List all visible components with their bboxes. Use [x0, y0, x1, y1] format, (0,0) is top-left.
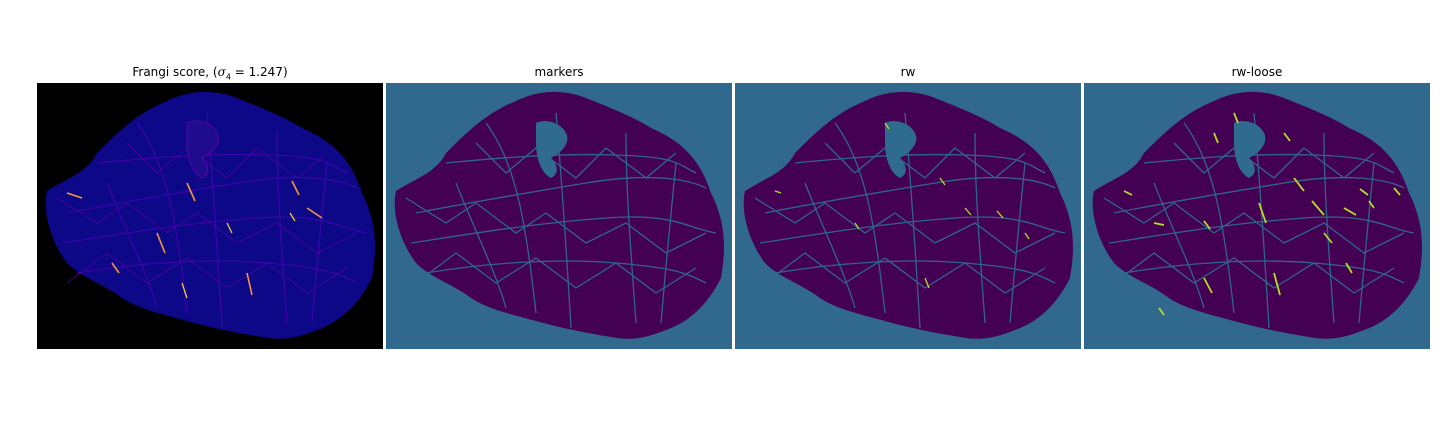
frangi-image — [37, 83, 383, 349]
frangi-image-canvas — [37, 83, 383, 349]
rw-image — [735, 83, 1081, 349]
rw-loose-image — [1084, 83, 1430, 349]
markers-image — [386, 83, 732, 349]
panel-title-markers: markers — [534, 65, 584, 79]
panel-title-rw-loose: rw-loose — [1231, 65, 1283, 79]
rw-loose-image-canvas — [1084, 83, 1430, 349]
panel-title-frangi: Frangi score, (σ4 = 1.247) — [132, 65, 288, 82]
rw-image-canvas — [735, 83, 1081, 349]
markers-image-canvas — [386, 83, 732, 349]
panel-title-rw: rw — [900, 65, 916, 79]
